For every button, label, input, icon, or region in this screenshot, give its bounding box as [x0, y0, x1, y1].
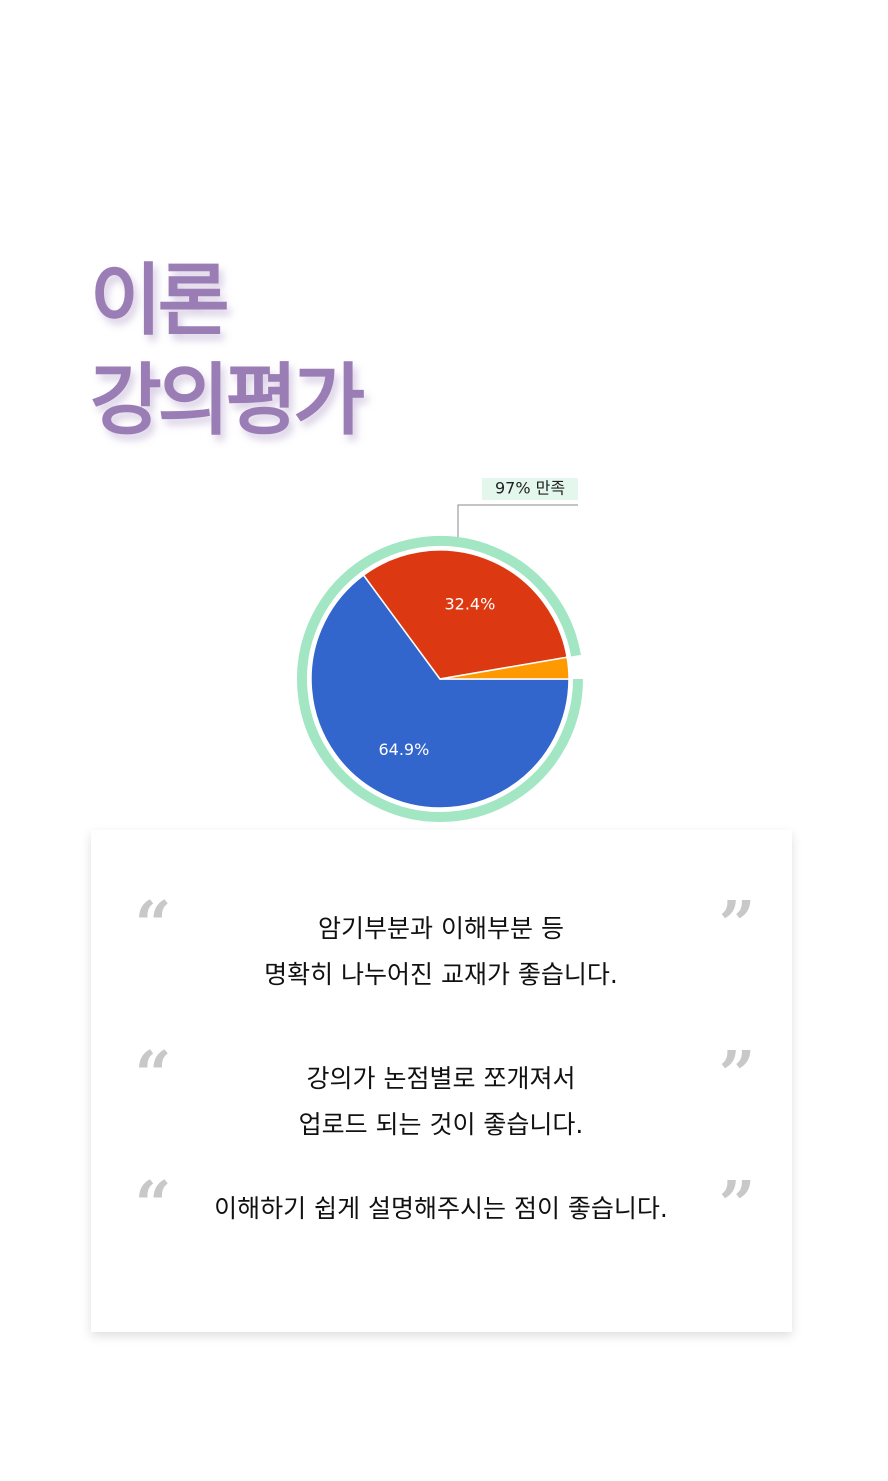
review-line: 암기부분과 이해부분 등 [318, 914, 564, 943]
open-quote: “ [135, 1168, 172, 1243]
value-label: 64.9% [378, 740, 429, 759]
review-line: 명확히 나누어진 교재가 좋습니다. [264, 960, 618, 989]
close-quote: ” [719, 888, 756, 963]
chart: 97% 만족 64.9% 32.4% [297, 478, 583, 822]
close-quote: ” [719, 1168, 756, 1243]
review-line: 이해하기 쉽게 설명해주시는 점이 좋습니다. [214, 1194, 668, 1223]
leader-line [457, 504, 578, 542]
annotation: 97% 만족 [495, 479, 565, 498]
open-quote: “ [135, 1038, 172, 1113]
title-line: 이론 [90, 256, 230, 346]
slice [362, 549, 569, 680]
close-quote: ” [719, 1038, 756, 1113]
review-line: 업로드 되는 것이 좋습니다. [299, 1110, 584, 1139]
annotation-bg [482, 478, 578, 500]
title-line: 강의평가 [90, 356, 365, 446]
slice [310, 574, 570, 809]
open-quote: “ [135, 888, 172, 963]
value-label: 32.4% [444, 594, 495, 613]
ring [297, 536, 583, 822]
slice [439, 656, 570, 680]
review-line: 강의가 논점별로 쪼개져서 [307, 1064, 576, 1093]
